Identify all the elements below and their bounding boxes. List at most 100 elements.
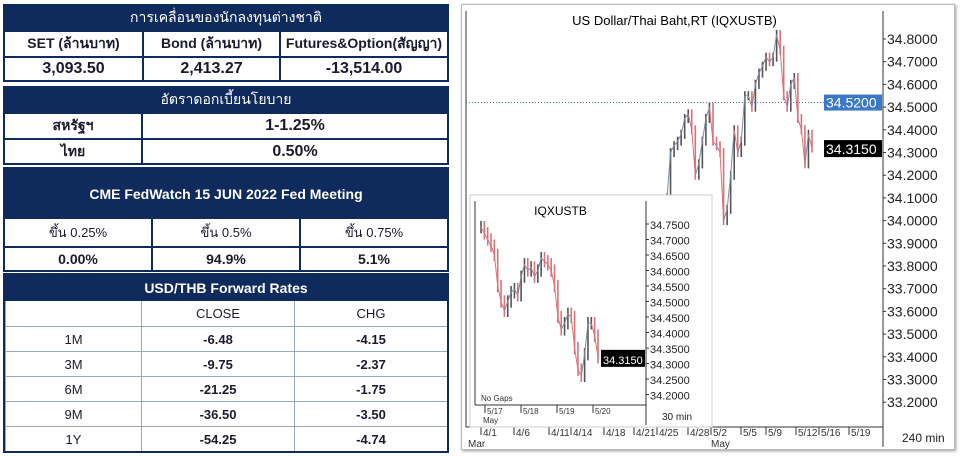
price-segment — [726, 175, 732, 210]
y-tick-label: 34.8000 — [887, 31, 938, 47]
price-segment — [737, 141, 742, 153]
price-segment — [705, 106, 710, 119]
marker-price-box — [824, 94, 882, 111]
no-gaps-label: No Gaps — [481, 394, 513, 403]
forward-row: 1Y -54.25 -4.74 — [5, 426, 447, 451]
price-segment — [708, 107, 714, 142]
y-tick-label: 34.3000 — [887, 145, 938, 161]
rate-value-th: 0.50% — [141, 140, 447, 163]
price-segment — [584, 323, 589, 355]
y-tick-label: 34.7000 — [887, 54, 938, 70]
y-tick-label: 34.5500 — [650, 282, 690, 294]
last-price-box — [601, 349, 645, 367]
y-tick-label: 33.3000 — [887, 372, 938, 388]
chart-panel: US Dollar/Thai Baht,RT (IQXUSTB) 34.8000 3… — [461, 4, 955, 450]
price-segment — [510, 288, 515, 293]
y-tick-label: 34.0000 — [887, 213, 938, 229]
price-segment — [507, 292, 512, 302]
price-segment — [691, 129, 696, 176]
price-segment — [793, 77, 799, 119]
fedwatch-value-075: 5.1% — [299, 248, 447, 270]
forward-chg: -4.15 — [294, 327, 447, 351]
x-tick-label: 5/16 — [821, 428, 841, 439]
price-segment — [520, 264, 525, 277]
price-segment — [804, 134, 809, 164]
forward-close: -21.25 — [141, 377, 294, 401]
price-segment — [530, 267, 535, 277]
y-tick-label: 34.6000 — [887, 76, 938, 92]
price-segment — [783, 95, 788, 108]
price-segment — [557, 316, 562, 330]
price-segment — [684, 113, 689, 119]
price-segment — [765, 56, 770, 63]
forward-close: -36.50 — [141, 402, 294, 426]
value-futures: -13,514.00 — [279, 58, 447, 80]
price-segment — [800, 129, 806, 164]
price-segment — [786, 84, 792, 108]
foreign-flows-table: การเคลื่อนของนักลงทุนต่างชาติ SET (ล้านบ… — [3, 4, 449, 82]
x-tick-label: 4/18 — [606, 428, 626, 439]
y-tick-label: 34.1000 — [887, 190, 938, 206]
last-price-box — [824, 140, 882, 158]
price-segment — [790, 77, 795, 85]
x-tick-label: 5/20 — [595, 407, 611, 416]
x-tick-label: 4/6 — [516, 428, 530, 439]
y-tick-label: 34.4500 — [650, 313, 690, 325]
price-segment — [758, 66, 763, 74]
price-segment — [677, 134, 682, 142]
y-tick-label: 33.9000 — [887, 235, 938, 251]
x-tick-label: 4/1 — [483, 428, 497, 439]
x-tick-label: 4/25 — [659, 428, 679, 439]
price-segment — [547, 264, 552, 271]
price-segment — [716, 145, 721, 153]
price-segment — [694, 163, 700, 176]
price-segment — [560, 322, 566, 330]
price-segment — [567, 313, 572, 318]
y-tick-label: 34.3000 — [650, 360, 690, 372]
forward-chg: -1.75 — [294, 377, 447, 401]
policy-rate-title: อัตราดอกเบี้ยนโยบาย — [160, 91, 292, 107]
y-tick-label: 33.7000 — [887, 281, 938, 297]
price-segment — [517, 276, 522, 296]
price-segment — [751, 84, 756, 108]
price-segment — [544, 260, 549, 265]
y-tick-label: 34.7000 — [650, 236, 690, 248]
price-segment — [776, 34, 781, 51]
x-tick-label: 4/14 — [573, 428, 593, 439]
price-segment — [500, 301, 505, 311]
fedwatch-value-05: 94.9% — [151, 248, 299, 270]
header-futures: Futures&Option(สัญญา) — [279, 32, 447, 56]
x-month-label: Mar — [468, 439, 486, 450]
forward-row: 6M -21.25 -1.75 — [5, 376, 447, 401]
x-tick-label: 5/12 — [798, 428, 818, 439]
value-set: 3,093.50 — [42, 60, 105, 77]
price-segment — [594, 335, 599, 358]
x-tick-label: 5/5 — [743, 428, 757, 439]
price-segment — [497, 285, 502, 302]
forward-row: 1M -6.48 -4.15 — [5, 326, 447, 351]
price-segment — [762, 56, 767, 67]
forward-close: -54.25 — [141, 427, 294, 451]
fedwatch-value-025: 0.00% — [58, 251, 98, 267]
y-tick-label: 34.2000 — [887, 167, 938, 183]
y-tick-label: 34.4000 — [887, 122, 938, 138]
y-tick-label: 34.7500 — [650, 220, 690, 232]
price-segment — [772, 34, 778, 58]
forward-row: 3M -9.75 -2.37 — [5, 351, 447, 376]
interval-label: 240 min — [902, 431, 945, 445]
price-segment — [537, 257, 542, 271]
y-tick-label: 34.2500 — [650, 375, 690, 387]
forward-row: 9M -36.50 -3.50 — [5, 401, 447, 426]
forward-title: USD/THB Forward Rates — [144, 280, 308, 296]
y-tick-label: 33.6000 — [887, 303, 938, 319]
price-segment — [779, 50, 785, 96]
x-tick-label: 4/28 — [690, 428, 710, 439]
price-segment — [719, 152, 725, 221]
price-segment — [701, 118, 707, 142]
price-segment — [540, 257, 545, 262]
forward-chg: -4.74 — [294, 427, 447, 451]
price-segment — [490, 245, 495, 256]
rate-label-th: ไทย — [60, 142, 86, 159]
foreign-flows-title: การเคลื่อนของนักลงทุนต่างชาติ — [130, 9, 322, 25]
fedwatch-header-075: ขึ้น 0.75% — [299, 219, 447, 246]
